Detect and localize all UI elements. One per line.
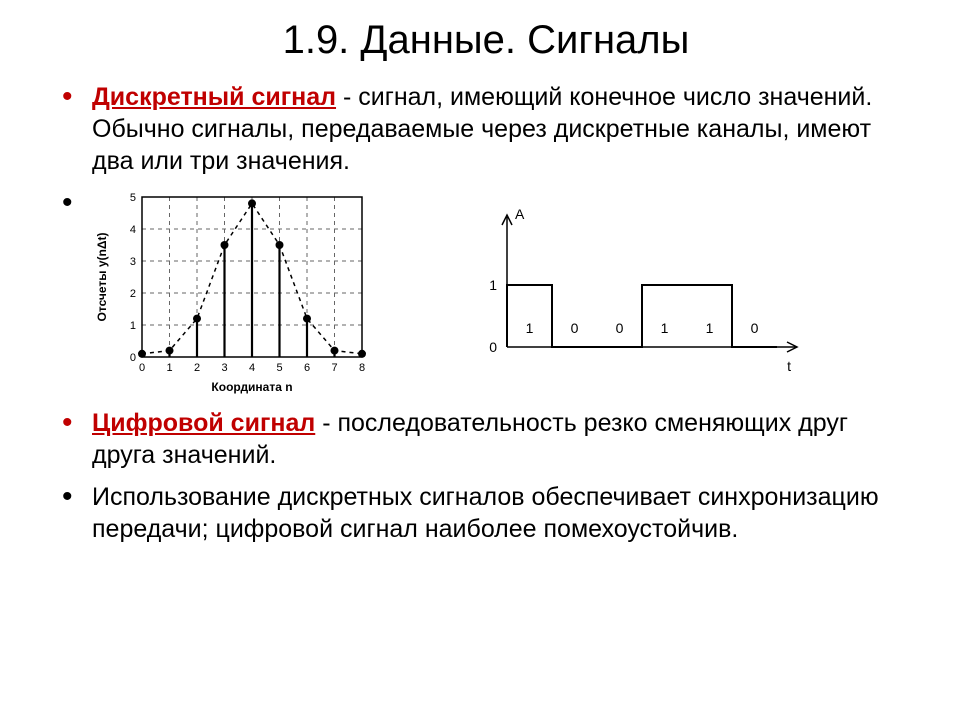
svg-text:Координата n: Координата n: [211, 380, 292, 394]
svg-text:0: 0: [571, 320, 579, 336]
bullet-list: Дискретный сигнал - сигнал, имеющий коне…: [60, 81, 912, 545]
chart-stem: 0 1 2 3 4 5 6 7 8 0 1 2 3 4 5 Координата n Отсчеты y(nΔt…: [92, 187, 372, 397]
term-discrete: Дискретный сигнал: [92, 83, 336, 111]
svg-text:1: 1: [661, 320, 669, 336]
svg-text:Отсчеты y(nΔt): Отсчеты y(nΔt): [95, 233, 109, 322]
svg-text:4: 4: [130, 224, 136, 236]
svg-text:6: 6: [304, 362, 310, 374]
page-title: 1.9. Данные. Сигналы: [60, 18, 912, 63]
term-digital: Цифровой сигнал: [92, 409, 315, 437]
svg-text:1: 1: [489, 277, 497, 293]
svg-text:1: 1: [166, 362, 172, 374]
text-sync: Использование дискретных сигналов обеспе…: [92, 483, 879, 543]
svg-text:3: 3: [221, 362, 227, 374]
bullet-sync: Использование дискретных сигналов обеспе…: [60, 481, 912, 545]
svg-text:1: 1: [130, 320, 136, 332]
svg-text:2: 2: [130, 288, 136, 300]
svg-text:8: 8: [359, 362, 365, 374]
bullet-discrete: Дискретный сигнал - сигнал, имеющий коне…: [60, 81, 912, 177]
svg-text:5: 5: [130, 192, 136, 204]
svg-text:t: t: [787, 358, 791, 374]
svg-text:5: 5: [276, 362, 282, 374]
svg-text:3: 3: [130, 256, 136, 268]
svg-text:0: 0: [139, 362, 145, 374]
figure-row: 0 1 2 3 4 5 6 7 8 0 1 2 3 4 5 Координата n Отсчеты y(nΔt…: [92, 187, 912, 397]
svg-text:2: 2: [194, 362, 200, 374]
svg-text:1: 1: [526, 320, 534, 336]
svg-text:0: 0: [751, 320, 759, 336]
svg-text:4: 4: [249, 362, 255, 374]
svg-text:1: 1: [706, 320, 714, 336]
bullet-figures: 0 1 2 3 4 5 6 7 8 0 1 2 3 4 5 Координата n Отсчеты y(nΔt…: [60, 187, 912, 397]
svg-text:0: 0: [130, 352, 136, 364]
svg-text:A: A: [515, 206, 525, 222]
bullet-digital: Цифровой сигнал - последовательность рез…: [60, 407, 912, 471]
svg-text:0: 0: [489, 339, 497, 355]
slide: 1.9. Данные. Сигналы Дискретный сигнал -…: [0, 0, 960, 720]
svg-text:7: 7: [331, 362, 337, 374]
svg-text:0: 0: [616, 320, 624, 336]
chart-digital: 0 1 At 1 0 0 1 1 0: [467, 197, 827, 387]
